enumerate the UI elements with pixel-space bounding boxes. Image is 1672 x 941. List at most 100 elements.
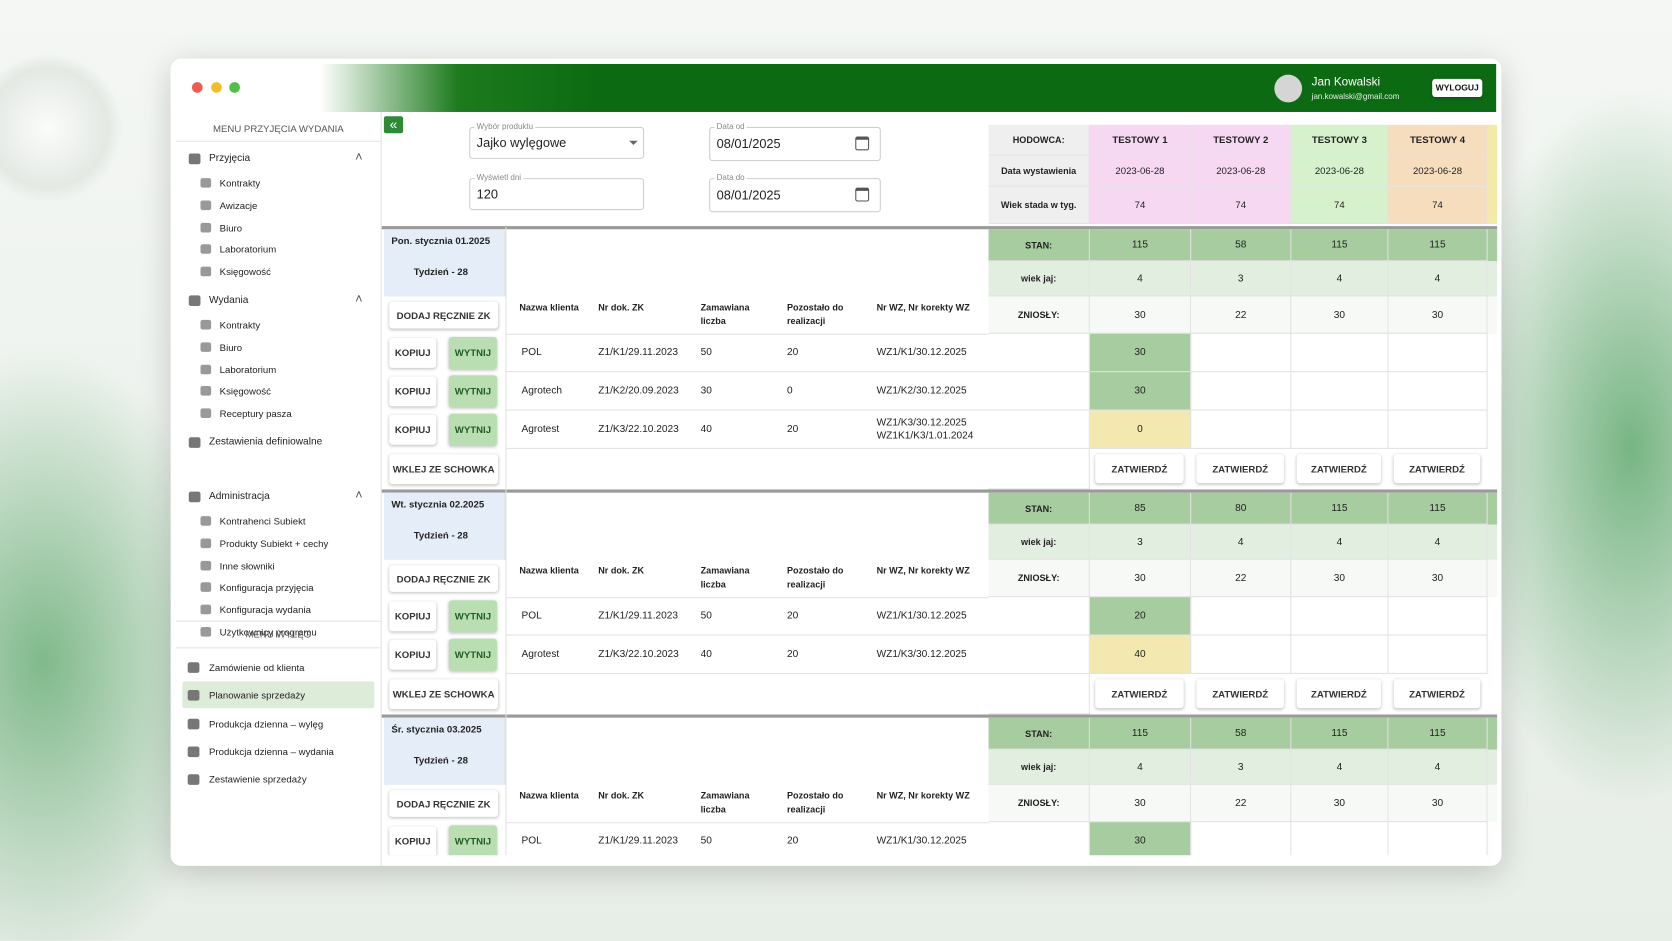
confirm-button[interactable]: ZATWIERDŹ: [1393, 454, 1481, 484]
confirm-button[interactable]: ZATWIERDŹ: [1095, 679, 1184, 709]
allocation-cell[interactable]: [1291, 597, 1389, 636]
copy-button[interactable]: KOPIUJ: [389, 376, 437, 407]
allocation-cell[interactable]: [1191, 822, 1292, 856]
wiek-value: 4: [1089, 261, 1192, 297]
dropdown-arrow[interactable]: [629, 140, 638, 146]
row-client: POL: [521, 834, 542, 847]
window-minimize[interactable]: [211, 82, 222, 93]
input-label: Data od: [714, 121, 747, 132]
input-value[interactable]: 08/01/2025: [716, 187, 781, 203]
copy-button[interactable]: KOPIUJ: [389, 601, 437, 632]
input-value[interactable]: 08/01/2025: [716, 136, 781, 152]
row-tail: [1487, 261, 1498, 297]
allocation-value[interactable]: 30: [1089, 372, 1192, 411]
user-email: jan.kowalski@gmail.com: [1311, 91, 1400, 102]
farm-name: TESTOWY 3: [1291, 124, 1389, 156]
row-tail: [1487, 492, 1498, 525]
confirm-button[interactable]: ZATWIERDŹ: [1196, 679, 1284, 709]
next-column-strip: [1487, 124, 1498, 224]
wiek-value: 3: [1191, 749, 1292, 785]
logout-button[interactable]: WYLOGUJ: [1432, 78, 1483, 98]
confirm-button[interactable]: ZATWIERDŹ: [1296, 679, 1381, 709]
wiek-label: wiek jaj:: [988, 524, 1090, 560]
row-tail: [1487, 559, 1498, 598]
calendar-icon[interactable]: [855, 136, 870, 151]
stan-value: 80: [1191, 492, 1292, 525]
zniosly-value: 30: [1089, 784, 1192, 823]
input-value[interactable]: Jajko wylęgowe: [476, 135, 567, 151]
farm-header-label: Data wystawienia: [988, 155, 1090, 187]
window-maximize[interactable]: [229, 82, 240, 93]
allocation-cell[interactable]: [1291, 635, 1389, 674]
confirm-button[interactable]: ZATWIERDŹ: [1296, 454, 1381, 484]
cut-button[interactable]: WYTNIJ: [448, 336, 497, 369]
allocation-cell[interactable]: [1388, 597, 1488, 636]
row-wz: WZ1K1/K3/1.01.2024: [876, 429, 974, 442]
allocation-cell[interactable]: [1388, 635, 1488, 674]
allocation-cell[interactable]: [1191, 635, 1292, 674]
row-client: POL: [521, 346, 542, 359]
cut-button[interactable]: WYTNIJ: [448, 825, 497, 856]
copy-button[interactable]: KOPIUJ: [389, 338, 437, 368]
add-button[interactable]: DODAJ RĘCZNIE ZK: [389, 301, 499, 329]
avatar: [1274, 74, 1303, 103]
input-field: [469, 126, 645, 159]
row-doc: Z1/K1/29.11.2023: [598, 609, 679, 622]
copy-button[interactable]: KOPIUJ: [389, 414, 437, 445]
row-ordered: 50: [700, 609, 712, 622]
allocation-value[interactable]: 30: [1089, 822, 1192, 856]
stan-value: 115: [1388, 229, 1488, 262]
column-header: Nazwa klienta: [519, 790, 579, 801]
paste-button[interactable]: WKLEJ ZE SCHOWKA: [389, 679, 499, 710]
allocation-cell[interactable]: [1388, 822, 1488, 856]
allocation-cell[interactable]: [1291, 410, 1389, 449]
collapse-button[interactable]: «: [383, 116, 404, 134]
column-header: Zamawiana liczba: [700, 565, 750, 590]
allocation-cell[interactable]: [1291, 372, 1389, 411]
confirm-button[interactable]: ZATWIERDŹ: [1196, 454, 1284, 484]
allocation-cell[interactable]: [1388, 333, 1488, 373]
day-title: Śr. stycznia 03.2025: [391, 724, 482, 735]
input-value[interactable]: 120: [476, 186, 499, 202]
allocation-cell[interactable]: [1388, 410, 1488, 449]
input-label: Data do: [714, 172, 747, 183]
copy-button[interactable]: KOPIUJ: [389, 826, 437, 856]
stan-value: 115: [1388, 492, 1488, 525]
confirm-button[interactable]: ZATWIERDŹ: [1095, 454, 1184, 484]
paste-button[interactable]: WKLEJ ZE SCHOWKA: [389, 454, 499, 485]
calendar-icon[interactable]: [855, 187, 870, 202]
allocation-value[interactable]: 0: [1089, 410, 1192, 449]
day-week: Tydzień - 28: [413, 530, 468, 541]
allocation-value[interactable]: 30: [1089, 333, 1192, 373]
stan-value: 58: [1191, 229, 1292, 262]
add-button[interactable]: DODAJ RĘCZNIE ZK: [389, 565, 499, 592]
allocation-value[interactable]: 40: [1089, 635, 1192, 674]
wiek-value: 4: [1191, 524, 1292, 560]
cut-button[interactable]: WYTNIJ: [448, 413, 497, 446]
row-doc: Z1/K1/29.11.2023: [598, 834, 679, 847]
window-close[interactable]: [191, 82, 203, 93]
cut-button[interactable]: WYTNIJ: [448, 375, 497, 408]
copy-button[interactable]: KOPIUJ: [389, 639, 437, 670]
allocation-cell[interactable]: [1388, 372, 1488, 411]
row-ordered: 40: [700, 423, 712, 436]
row-client: Agrotest: [521, 648, 560, 661]
stan-value: 115: [1291, 492, 1389, 525]
stan-value: 115: [1089, 717, 1192, 750]
allocation-cell[interactable]: [1291, 333, 1389, 373]
allocation-cell[interactable]: [1291, 822, 1389, 856]
allocation-value[interactable]: 20: [1089, 597, 1192, 636]
cut-button[interactable]: WYTNIJ: [448, 600, 497, 633]
cut-button[interactable]: WYTNIJ: [448, 638, 497, 671]
sidebar-divider: [380, 111, 382, 866]
confirm-button[interactable]: ZATWIERDŹ: [1393, 679, 1481, 709]
row-label-cell: [988, 333, 1090, 373]
allocation-cell[interactable]: [1191, 410, 1292, 449]
row-remaining: 20: [787, 423, 799, 436]
add-button[interactable]: DODAJ RĘCZNIE ZK: [389, 790, 499, 817]
zniosly-label: ZNIOSŁY:: [988, 559, 1090, 598]
allocation-cell[interactable]: [1191, 333, 1292, 373]
allocation-cell[interactable]: [1191, 372, 1292, 411]
column-header: Pozostało do realizacji: [787, 565, 844, 590]
allocation-cell[interactable]: [1191, 597, 1292, 636]
